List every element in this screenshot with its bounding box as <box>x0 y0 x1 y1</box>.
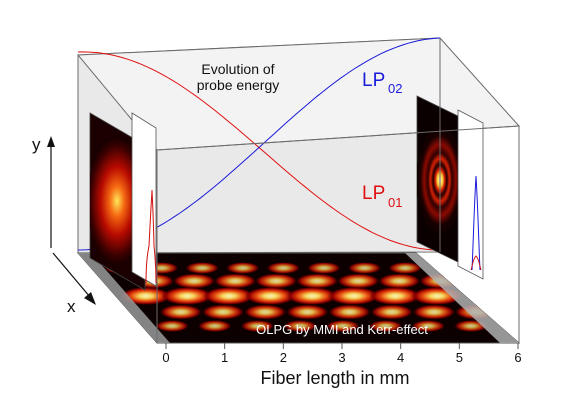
fiber-axis-tick-label: 3 <box>338 350 345 365</box>
y-axis-label: y <box>32 135 41 154</box>
floor-intensity-spot <box>155 320 190 332</box>
floor-intensity-spot <box>161 286 214 306</box>
floor-intensity-spot <box>197 320 232 332</box>
fiber-axis-ticks: 0 1 2 3 4 5 6 <box>162 343 522 365</box>
floor-intensity-spot <box>369 286 422 306</box>
input-mode-lineout-curve <box>145 189 157 284</box>
y-axis-arrow <box>47 136 55 248</box>
input-mode-lineout-plate <box>131 112 157 287</box>
floor-intensity-spot <box>266 262 301 274</box>
floor-intensity-spot <box>203 286 255 306</box>
floor-intensity-spot <box>295 273 339 289</box>
fiber-axis-tick-label: 1 <box>221 350 228 365</box>
fiber-axis-tick-label: 4 <box>397 350 404 365</box>
output-mode-lineout-curve-blue <box>471 175 481 271</box>
lp02-label: LP 02 <box>362 70 402 96</box>
x-axis-arrow <box>52 252 96 305</box>
output-mode-lineout-plate <box>457 109 484 280</box>
floor-intensity-spot <box>240 320 275 332</box>
annotation-line-1: Evolution of <box>201 61 274 77</box>
floor-intensity-spot <box>159 304 203 320</box>
annotation-line-2: probe energy <box>197 77 280 93</box>
output-mode-lineout-curve-red <box>470 255 482 271</box>
floor-intensity-spot <box>119 286 172 306</box>
floor-intensity-spot <box>243 304 287 320</box>
lp02-label-sub: 02 <box>388 81 402 96</box>
floor-intensity-spot <box>347 262 382 274</box>
floor-intensity-spot <box>185 262 220 274</box>
fiber-axis-tick-label: 2 <box>280 350 287 365</box>
floor-intensity-spot <box>244 286 297 306</box>
floor-intensity-spot <box>254 273 298 289</box>
floor-intensity-spot <box>327 286 380 306</box>
floor-intensity-spot <box>368 320 403 332</box>
floor-caption: OLPG by MMI and Kerr-effect <box>256 322 428 337</box>
input-mode-profile <box>89 112 157 291</box>
floor-intensity-spot <box>172 273 216 289</box>
floor-intensity-spot <box>328 304 371 320</box>
floor-intensity-spot <box>283 320 318 332</box>
fiber-axis-tick-label: 5 <box>456 350 463 365</box>
floor-heatmap <box>76 252 521 344</box>
floor-intensity-spot <box>325 320 360 332</box>
x-axis-label: x <box>67 297 76 316</box>
fiber-axis-title: Fiber length in mm <box>260 368 409 388</box>
floor-intensity-spot <box>201 304 245 320</box>
floor-intensity-spot <box>225 262 260 274</box>
floor-intensity-spot <box>336 273 380 289</box>
floor-intensity-spot <box>213 273 257 289</box>
floor-intensity-spot <box>377 273 421 289</box>
floor-intensity-spot <box>306 262 341 274</box>
floor-intensity-pattern <box>104 262 498 332</box>
fiber-axis-tick-label: 6 <box>514 350 521 365</box>
floor-exit-strip <box>405 253 519 343</box>
box-front-edges <box>156 38 520 343</box>
floor-intensity-spot <box>286 286 338 306</box>
floor-intensity-spot <box>286 304 329 320</box>
floor-intensity-spot <box>370 304 414 320</box>
lp01-label-sub: 01 <box>388 195 402 210</box>
floor-intensity-spot <box>411 320 446 332</box>
floor-intensity-spot <box>412 304 456 320</box>
floor-entrance-strip <box>78 253 170 343</box>
fiber-axis-tick-label: 0 <box>162 350 169 365</box>
lp01-label-base: LP <box>362 183 385 204</box>
floor-intensity-spot <box>388 262 423 274</box>
lp02-label-base: LP <box>362 70 385 91</box>
lp01-label: LP 01 <box>362 183 402 210</box>
